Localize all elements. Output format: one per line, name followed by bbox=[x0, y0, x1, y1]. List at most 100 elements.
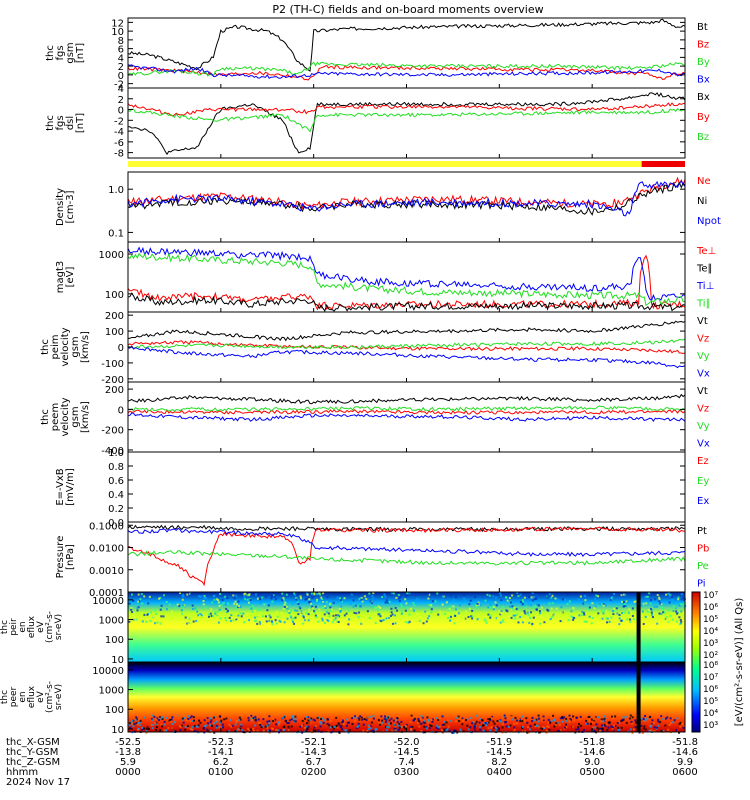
spectrogram-speck bbox=[249, 598, 252, 601]
spectrogram-speck bbox=[321, 717, 324, 720]
spectrogram-speck bbox=[328, 724, 331, 727]
spectrogram-speck bbox=[162, 615, 165, 618]
spectrogram-speck bbox=[244, 618, 247, 621]
spectrogram-speck bbox=[262, 718, 265, 721]
series-By bbox=[128, 61, 685, 77]
spectrogram-speck bbox=[643, 725, 646, 728]
spectrogram-speck bbox=[617, 729, 620, 732]
spectrogram-speck bbox=[192, 620, 195, 623]
legend-entry-Npot: Npot bbox=[697, 216, 721, 227]
spectrogram-speck bbox=[191, 604, 194, 607]
spectrogram-speck bbox=[530, 596, 533, 599]
spectrogram-speck bbox=[492, 595, 495, 598]
spectrogram-speck bbox=[528, 621, 531, 624]
spectrogram-speck bbox=[165, 716, 168, 719]
spectrogram-speck bbox=[369, 600, 372, 603]
spectrogram-speck bbox=[496, 725, 499, 728]
spectrogram-speck bbox=[616, 722, 619, 725]
spectrogram-speck bbox=[648, 592, 651, 595]
spectrogram-speck bbox=[409, 726, 412, 729]
spectrogram-speck bbox=[370, 721, 373, 724]
spectrogram-speck bbox=[682, 596, 685, 599]
spectrogram-speck bbox=[595, 723, 598, 726]
spectrogram-speck bbox=[616, 612, 619, 615]
spectrogram-speck bbox=[225, 619, 228, 622]
spectrogram-speck bbox=[266, 609, 269, 612]
spectrogram-speck bbox=[478, 603, 481, 606]
spectrogram-speck bbox=[304, 620, 307, 623]
spectrogram-speck bbox=[246, 594, 249, 597]
spectrogram-speck bbox=[405, 595, 408, 598]
spectrogram-speck bbox=[250, 714, 253, 717]
spectrogram-speck bbox=[332, 619, 335, 622]
spectrogram-speck bbox=[594, 716, 597, 719]
spectrogram-speck bbox=[391, 729, 394, 732]
spectrogram-speck bbox=[500, 594, 503, 597]
spectrogram-speck bbox=[543, 727, 546, 730]
spectrogram-speck bbox=[482, 724, 485, 727]
spectrogram-speck bbox=[371, 601, 374, 604]
spectrogram-speck bbox=[240, 724, 243, 727]
spectrogram-speck bbox=[423, 720, 426, 723]
spectrogram-speck bbox=[217, 621, 220, 624]
spectrogram-speck bbox=[327, 619, 330, 622]
spectrogram-speck bbox=[405, 602, 408, 605]
spectrogram-speck bbox=[614, 715, 617, 718]
spectrogram-speck bbox=[307, 719, 310, 722]
spectrogram-speck bbox=[664, 717, 667, 720]
spectrogram-speck bbox=[394, 622, 397, 625]
spectrogram-speck bbox=[486, 601, 489, 604]
spectrogram-speck bbox=[668, 601, 671, 604]
spectrogram-speck bbox=[524, 605, 527, 608]
spectrogram-speck bbox=[680, 603, 683, 606]
spectrogram-speck bbox=[256, 729, 259, 732]
spectrogram-speck bbox=[419, 616, 422, 619]
spectrogram-speck bbox=[347, 721, 350, 724]
y-axis-label: thc bbox=[40, 339, 51, 355]
spectrogram-speck bbox=[244, 592, 247, 595]
spectrogram-speck bbox=[176, 714, 179, 717]
spectrogram-speck bbox=[374, 622, 377, 625]
spectrogram-speck bbox=[385, 617, 388, 620]
spectrogram-speck bbox=[550, 719, 553, 722]
spectrogram-speck bbox=[608, 721, 611, 724]
spectrogram-speck bbox=[347, 623, 350, 626]
spectrogram-speck bbox=[136, 723, 139, 726]
spectrogram-speck bbox=[358, 597, 361, 600]
spectrogram-speck bbox=[672, 602, 675, 605]
x-tick-label: 6.2 bbox=[213, 757, 229, 768]
spectrogram-speck bbox=[534, 598, 537, 601]
spectrogram-speck bbox=[430, 725, 433, 728]
y-axis-label: peir bbox=[9, 618, 19, 636]
spectrogram-speck bbox=[396, 720, 399, 723]
spectrogram-speck bbox=[632, 728, 635, 731]
spectrogram-speck bbox=[665, 593, 668, 596]
legend-entry-Vx: Vx bbox=[697, 369, 710, 380]
spectrogram-speck bbox=[130, 607, 133, 610]
spectrogram-speck bbox=[233, 602, 236, 605]
spectrogram-speck bbox=[535, 724, 538, 727]
spectrogram-speck bbox=[278, 619, 281, 622]
spectrogram-speck bbox=[487, 606, 490, 609]
spectrogram-speck bbox=[139, 721, 142, 724]
spectrogram-speck bbox=[259, 601, 262, 604]
spectrogram-speck bbox=[447, 616, 450, 619]
y-tick-label: 12 bbox=[111, 18, 124, 29]
spectrogram-speck bbox=[184, 728, 187, 731]
spectrogram-speck bbox=[309, 601, 312, 604]
spectrogram-speck bbox=[310, 602, 313, 605]
spectrogram-speck bbox=[381, 595, 384, 598]
spectrogram-speck bbox=[155, 722, 158, 725]
spectrogram-speck bbox=[428, 603, 431, 606]
spectrogram-speck bbox=[132, 725, 135, 728]
spectrogram-speck bbox=[189, 720, 192, 723]
spectrogram-speck bbox=[139, 719, 142, 722]
spectrogram-speck bbox=[202, 726, 205, 729]
spectrogram-speck bbox=[547, 718, 550, 721]
spectrogram-speck bbox=[558, 723, 561, 726]
spectrogram-speck bbox=[254, 715, 257, 718]
spectrogram-speck bbox=[323, 605, 326, 608]
spectrogram-speck bbox=[620, 720, 623, 723]
spectrogram-speck bbox=[264, 595, 267, 598]
spectrogram-speck bbox=[680, 598, 683, 601]
